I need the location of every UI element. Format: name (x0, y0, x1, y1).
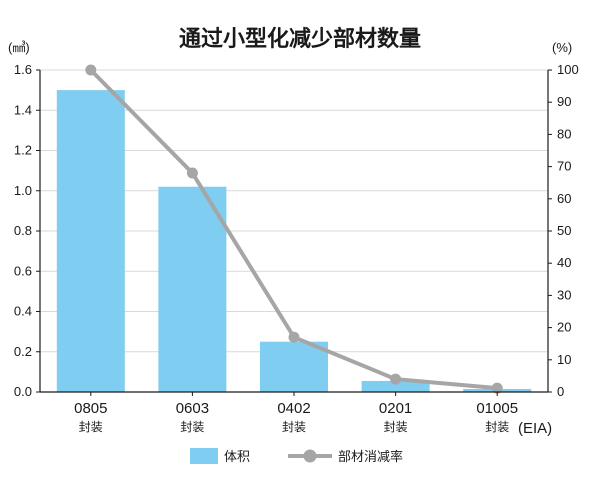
line-point (85, 64, 97, 76)
line-point (491, 382, 503, 394)
chart-title: 通过小型化减少部材数量 (179, 26, 421, 52)
right-tick-label: 0 (557, 384, 564, 399)
axes (36, 69, 552, 396)
x-tick-label: 0805 (74, 400, 107, 417)
right-tick-label: 10 (557, 352, 571, 367)
right-tick-label: 20 (557, 320, 571, 335)
right-axis-unit: (%) (552, 40, 572, 55)
x-tick-sublabel: 封装 (79, 420, 103, 434)
line-point (186, 167, 198, 179)
left-tick-label: 0.6 (14, 263, 32, 278)
left-tick-label: 1.0 (14, 183, 32, 198)
line-point (288, 331, 300, 343)
left-tick-label: 1.2 (14, 143, 32, 158)
left-tick-label: 0.4 (14, 304, 32, 319)
right-tick-label: 30 (557, 287, 571, 302)
x-tick-label: 0402 (277, 400, 310, 417)
right-tick-label: 50 (557, 223, 571, 238)
left-tick-label: 0.0 (14, 384, 32, 399)
legend: 体积 部材消减率 (190, 448, 403, 465)
x-tick-sublabel: 封装 (180, 420, 204, 434)
line-series (85, 64, 503, 394)
legend-swatch-point (303, 449, 317, 463)
bar (260, 341, 328, 392)
right-tick-label: 80 (557, 126, 571, 141)
x-axis-unit: (EIA) (518, 420, 552, 437)
x-tick-sublabel: 封装 (485, 420, 509, 434)
legend-label: 部材消减率 (338, 449, 403, 465)
bar-series (56, 90, 532, 392)
bar (56, 90, 125, 392)
x-tick-label: 0603 (176, 400, 209, 417)
right-tick-label: 40 (557, 255, 571, 270)
left-axis-unit: (㎣) (8, 40, 30, 55)
right-tick-label: 60 (557, 191, 571, 206)
right-tick-label: 100 (557, 62, 579, 77)
x-tick-sublabel: 封装 (384, 420, 408, 434)
line-point (390, 373, 402, 385)
bar (361, 380, 430, 392)
x-tick-sublabel: 封装 (282, 420, 306, 434)
x-tick-label: 0201 (379, 400, 412, 417)
left-tick-label: 0.8 (14, 223, 32, 238)
right-tick-label: 70 (557, 159, 571, 174)
left-tick-label: 1.6 (14, 62, 32, 77)
left-tick-label: 0.2 (14, 344, 32, 359)
left-tick-label: 1.4 (14, 102, 32, 117)
legend-swatch-bar (190, 448, 218, 464)
tick-labels: 0.0 0.2 0.4 0.6 0.8 1.0 1.2 1.4 1.6 0 10 20 30 40 50 60… (14, 62, 579, 434)
legend-label: 体积 (224, 450, 250, 465)
bar (158, 186, 227, 392)
right-tick-label: 90 (557, 94, 571, 109)
x-tick-label: 01005 (476, 400, 518, 417)
